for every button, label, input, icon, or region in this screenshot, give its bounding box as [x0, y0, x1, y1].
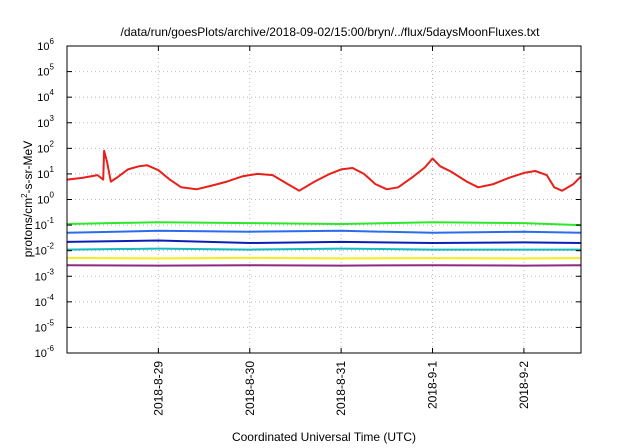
y-tick-exponent: 0	[50, 191, 55, 200]
y-tick-label: 106	[37, 37, 54, 53]
series-line-6	[66, 256, 582, 260]
x-tick-label: 2018-9-1	[426, 361, 440, 409]
y-tick-exponent: 1	[50, 165, 55, 174]
y-axis-label-exponent: 2	[20, 193, 29, 198]
y-tick-base: 10	[37, 67, 49, 79]
y-tick-exponent: -6	[47, 344, 55, 353]
series-line-3	[66, 229, 582, 234]
y-tick-exponent: 6	[50, 37, 55, 46]
series-layer	[66, 149, 582, 267]
y-tick-base: 10	[35, 220, 47, 232]
y-tick-exponent: -1	[47, 216, 55, 225]
y-tick-exponent: 3	[50, 114, 55, 123]
x-axis-ticks: 2018-8-29 2018-8-30 2018-8-31 2018-9-1 2018-…	[151, 46, 531, 416]
y-axis-label-base: protons/cm	[21, 198, 35, 257]
y-tick-base: 10	[35, 246, 47, 258]
y-tick-label: 104	[37, 88, 54, 104]
series-line-2	[66, 221, 582, 227]
y-tick-label: 101	[37, 165, 54, 181]
x-tick-label: 2018-9-2	[517, 361, 531, 409]
y-tick-exponent: 5	[50, 63, 55, 72]
y-tick-base: 10	[35, 322, 47, 334]
x-tick-label: 2018-8-31	[334, 361, 348, 416]
y-tick-base: 10	[37, 195, 49, 207]
grid-lines	[67, 46, 581, 353]
y-tick-exponent: -4	[47, 293, 55, 302]
series-line-4	[66, 239, 582, 244]
y-tick-label: 10-1	[35, 216, 55, 232]
series-line-1	[66, 149, 582, 192]
y-tick-base: 10	[35, 297, 47, 309]
y-tick-exponent: -3	[47, 267, 55, 276]
y-tick-base: 10	[37, 41, 49, 53]
y-tick-exponent: -5	[47, 318, 55, 327]
x-axis-label: Coordinated Universal Time (UTC)	[232, 430, 416, 444]
y-tick-base: 10	[37, 118, 49, 130]
y-tick-exponent: 4	[50, 88, 55, 97]
y-axis-label-rest: -s-sr-MeV	[21, 141, 35, 194]
y-tick-base: 10	[37, 92, 49, 104]
y-tick-exponent: 2	[50, 139, 55, 148]
y-tick-label: 10-2	[35, 242, 55, 258]
y-tick-label: 10-5	[35, 318, 55, 334]
chart-title: /data/run/goesPlots/archive/2018-09-02/1…	[121, 25, 541, 39]
y-axis-ticks: 10-610-510-410-310-210-11001011021031041…	[35, 37, 581, 360]
y-axis-label: protons/cm2-s-sr-MeV	[20, 141, 35, 257]
y-tick-label: 105	[37, 63, 54, 79]
x-tick-label: 2018-8-30	[243, 361, 257, 416]
y-tick-label: 10-3	[35, 267, 55, 283]
y-tick-exponent: -2	[47, 242, 55, 251]
y-tick-label: 102	[37, 139, 54, 155]
y-tick-base: 10	[37, 143, 49, 155]
y-tick-label: 103	[37, 114, 54, 130]
series-line-5	[66, 247, 581, 251]
y-tick-base: 10	[35, 271, 47, 283]
y-tick-label: 100	[37, 191, 54, 207]
y-tick-base: 10	[37, 169, 49, 181]
y-tick-label: 10-6	[35, 344, 55, 360]
y-tick-base: 10	[35, 348, 47, 360]
y-tick-label: 10-4	[35, 293, 55, 309]
x-tick-label: 2018-8-29	[151, 361, 165, 416]
